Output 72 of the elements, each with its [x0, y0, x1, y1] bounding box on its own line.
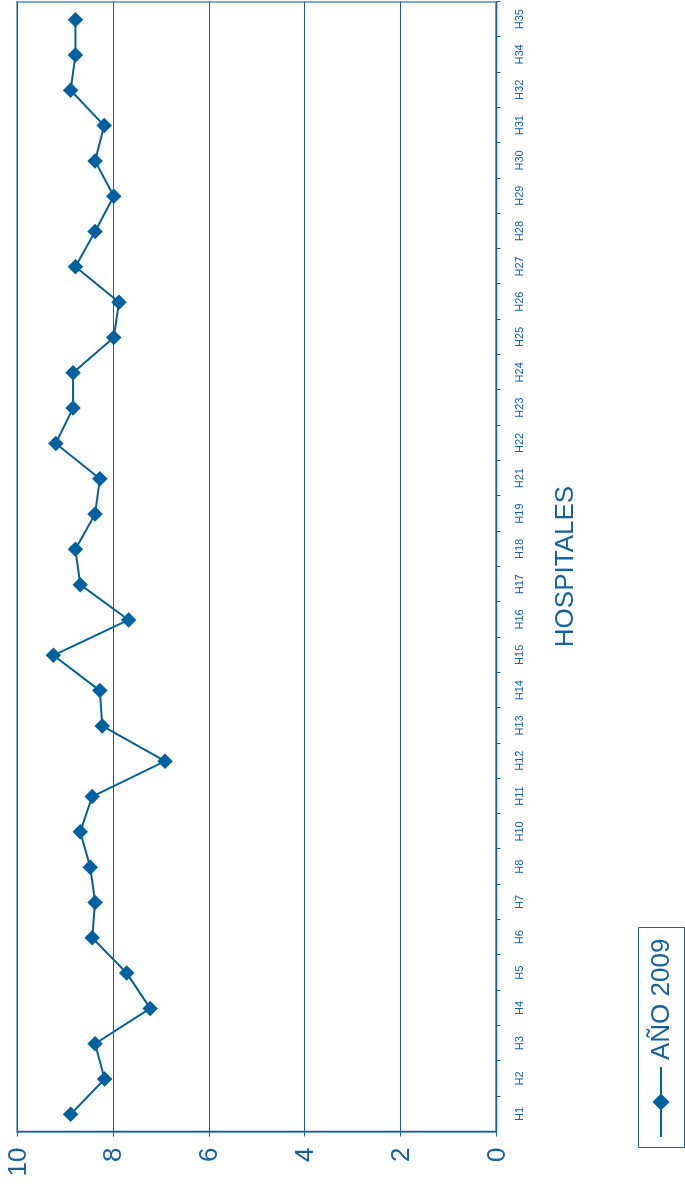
point [92, 470, 108, 487]
y-tick-label: H14 [512, 680, 525, 701]
y-tick-label: H3 [512, 1036, 525, 1051]
point [48, 435, 64, 452]
y-tick-label: H13 [512, 715, 525, 736]
point [84, 930, 100, 946]
point [106, 188, 122, 204]
y-tick-label: H11 [512, 786, 525, 806]
text: AÑO 2009 [645, 938, 675, 1060]
x-tick-label: 6 [193, 1147, 224, 1162]
x-tick-label: 4 [288, 1147, 319, 1162]
point [106, 329, 122, 346]
point [92, 682, 108, 699]
y-tick-label: H32 [512, 79, 525, 100]
point [62, 1106, 79, 1123]
y-tick-label: H24 [512, 362, 525, 383]
point [94, 718, 111, 734]
x-tick-label: 10 [1, 1147, 32, 1177]
y-axis-title: HOSPITALES [548, 485, 579, 648]
y-tick-label: H1 [512, 1106, 525, 1121]
y-tick-label: H27 [512, 256, 525, 277]
y-tick-label: H17 [512, 574, 525, 595]
y-tick-label: H29 [512, 185, 525, 206]
y-tick-label: H23 [512, 397, 525, 418]
point [67, 11, 84, 28]
y-tick-label: H30 [512, 150, 525, 171]
point [82, 859, 99, 875]
y-tick-label: H15 [512, 644, 525, 665]
y-tick-label: H16 [512, 609, 525, 630]
point [157, 753, 173, 769]
point [67, 259, 84, 275]
point [67, 541, 84, 558]
x-tick-label: 8 [97, 1147, 128, 1162]
y-tick-label: H18 [512, 538, 525, 559]
y-tick-label: H2 [512, 1071, 525, 1086]
y-tick-label: H4 [512, 1000, 525, 1015]
point [62, 82, 79, 99]
y-tick-label: H6 [512, 930, 525, 945]
y-tick-label: H10 [512, 821, 525, 842]
point [120, 612, 137, 628]
y-tick-label: H31 [512, 115, 525, 136]
point [87, 1035, 103, 1052]
point [87, 223, 103, 240]
y-tick-label: H35 [512, 9, 525, 30]
point [87, 894, 103, 911]
point [118, 965, 135, 981]
point [72, 824, 88, 840]
x-tick-label: 0 [480, 1147, 511, 1162]
y-tick-label: H21 [512, 468, 525, 489]
point [87, 506, 103, 522]
point [65, 400, 81, 416]
y-tick-label: H25 [512, 326, 525, 348]
y-tick-label: H22 [512, 432, 525, 453]
y-tick-label: H34 [512, 44, 525, 65]
y-tick-label: H28 [512, 220, 525, 242]
point [96, 1071, 113, 1087]
y-tick-label: H19 [512, 503, 525, 524]
point [67, 47, 84, 63]
y-tick-label: H5 [512, 965, 525, 980]
point [87, 153, 103, 169]
y-tick-label: H26 [512, 291, 525, 312]
point [142, 1000, 158, 1017]
point [45, 647, 62, 664]
y-tick-label: H7 [512, 894, 525, 909]
y-tick-label: H8 [512, 859, 525, 874]
point [84, 788, 100, 805]
point [65, 365, 81, 381]
point [72, 576, 88, 593]
y-tick-label: H12 [512, 750, 525, 771]
x-tick-label: 2 [384, 1147, 415, 1162]
point [96, 117, 112, 134]
point [111, 294, 127, 310]
